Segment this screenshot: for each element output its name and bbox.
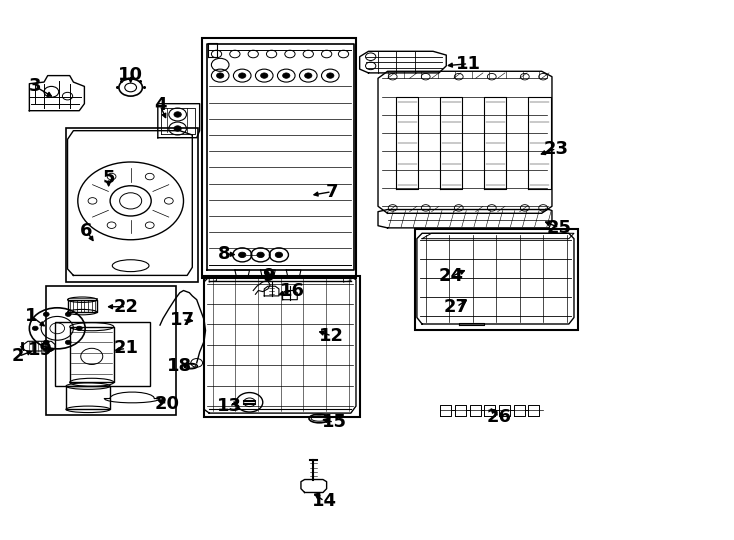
Circle shape xyxy=(43,340,49,345)
Circle shape xyxy=(174,112,181,117)
Text: 14: 14 xyxy=(312,492,337,510)
Circle shape xyxy=(65,340,71,345)
Text: 22: 22 xyxy=(114,298,139,316)
Text: 10: 10 xyxy=(118,65,143,84)
Text: 11: 11 xyxy=(456,55,481,73)
Circle shape xyxy=(65,312,71,316)
Text: 13: 13 xyxy=(217,397,241,415)
Text: 6: 6 xyxy=(80,222,93,240)
Text: 20: 20 xyxy=(155,395,180,413)
Text: 8: 8 xyxy=(217,245,230,263)
Circle shape xyxy=(257,252,264,258)
Circle shape xyxy=(217,73,224,78)
Circle shape xyxy=(275,252,283,258)
Bar xyxy=(204,276,360,417)
Text: 21: 21 xyxy=(114,339,139,357)
Text: 7: 7 xyxy=(325,183,338,201)
Text: 16: 16 xyxy=(280,281,305,300)
Text: 17: 17 xyxy=(170,310,195,329)
Circle shape xyxy=(43,312,49,316)
Bar xyxy=(46,286,176,415)
Circle shape xyxy=(305,73,312,78)
Circle shape xyxy=(239,73,246,78)
Text: 2: 2 xyxy=(12,347,25,366)
Text: 5: 5 xyxy=(102,169,115,187)
Text: 12: 12 xyxy=(319,327,344,345)
Circle shape xyxy=(32,326,38,330)
Circle shape xyxy=(261,73,268,78)
Circle shape xyxy=(174,126,181,131)
Text: 15: 15 xyxy=(321,413,346,431)
Text: 23: 23 xyxy=(544,139,569,158)
Bar xyxy=(55,322,150,386)
Text: 4: 4 xyxy=(153,96,167,114)
Bar xyxy=(66,128,198,282)
Text: 26: 26 xyxy=(487,408,512,426)
Circle shape xyxy=(327,73,334,78)
Text: 27: 27 xyxy=(444,298,469,316)
Text: 3: 3 xyxy=(29,77,42,96)
Bar xyxy=(415,229,578,330)
Text: 19: 19 xyxy=(28,341,53,359)
Circle shape xyxy=(283,73,290,78)
Text: 18: 18 xyxy=(167,357,192,375)
Text: 24: 24 xyxy=(439,267,464,286)
Text: 1: 1 xyxy=(24,307,37,325)
Circle shape xyxy=(239,252,246,258)
Bar xyxy=(202,38,356,278)
Circle shape xyxy=(76,326,82,330)
Text: 9: 9 xyxy=(261,267,275,286)
Text: 25: 25 xyxy=(547,219,572,237)
